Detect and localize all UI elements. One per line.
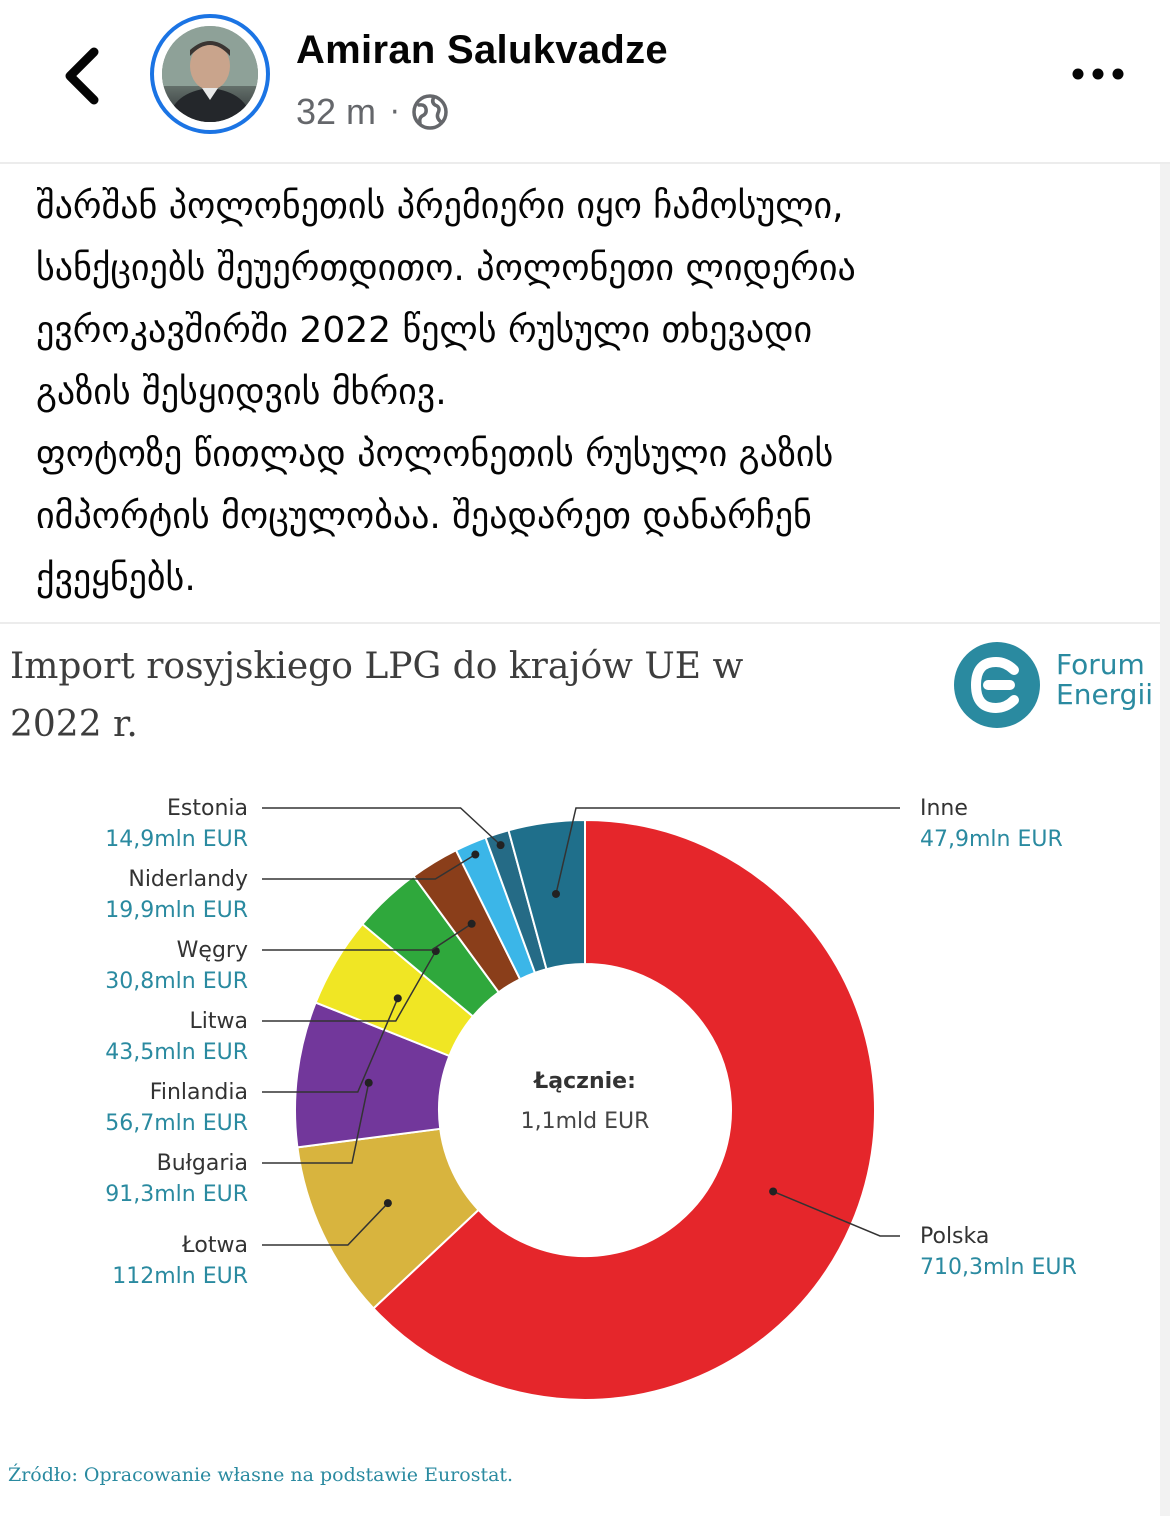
slice-value-2: 91,3mln EUR [105,1182,248,1207]
callout-2: Bułgaria 91,3mln EUR [105,1078,373,1207]
author-name[interactable]: Amiran Salukvadze [296,28,668,72]
chart-title: Import rosyjskiego LPG do krajów UE w 20… [10,638,860,754]
post-image[interactable]: Import rosyjskiego LPG do krajów UE w 20… [0,624,1170,1516]
chart-source: Źródło: Opracowanie własne na podstawie … [8,1464,514,1486]
donut-slice-0 [372,818,876,1401]
donut-slice-8 [507,818,586,971]
meta-separator: · [390,94,400,130]
slice-name-7: Estonia [167,796,248,821]
post-text-line: ქვეყნებს. [36,558,196,599]
slice-name-8: Inne [920,796,968,821]
logo-text: Forum Energii [1056,650,1153,710]
callout-5: Węgry 30,8mln EUR [105,919,476,994]
callout-1: Łotwa 112mln EUR [112,1199,392,1289]
avatar[interactable] [150,14,270,134]
chevron-left-icon [65,47,99,105]
logo-line: Forum [1056,648,1145,681]
slice-value-6: 19,9mln EUR [105,898,248,923]
donut-chart: Polska 710,3mln EUR Łotwa 112mln EUR Bułgari… [105,796,1077,1401]
forum-energii-logo: Forum Energii [952,640,1170,730]
slice-name-1: Łotwa [181,1233,248,1258]
callout-8: Inne 47,9mln EUR [551,796,1063,898]
slice-value-1: 112mln EUR [112,1264,248,1289]
header-divider [0,162,1170,164]
logo-line: Energii [1056,678,1154,711]
slice-value-0: 710,3mln EUR [920,1255,1077,1280]
slice-value-7: 14,9mln EUR [105,827,248,852]
callout-7: Estonia 14,9mln EUR [105,796,505,852]
slice-name-0: Polska [920,1224,989,1249]
post-text-line: სანქციებს შეუერთდითო. პოლონეთი ლიდერია [36,248,856,289]
post-time[interactable]: 32 m [296,91,377,132]
more-horizontal-icon [1072,68,1124,80]
slice-name-2: Bułgaria [157,1151,248,1176]
post-text-line: ევროკავშირში 2022 წელს რუსული თხევადი [36,310,813,351]
slice-value-3: 56,7mln EUR [105,1111,248,1136]
center-value: 1,1mld EUR [521,1109,650,1134]
slice-value-5: 30,8mln EUR [105,969,248,994]
globe-icon[interactable] [410,92,450,132]
post-text-line: გაზის შესყიდვის მხრივ. [36,372,447,413]
slice-name-5: Węgry [177,938,248,963]
post-meta: 32 m · [296,90,450,134]
slice-name-6: Niderlandy [128,867,248,892]
post-text-line: იმპორტის მოცულობაა. შეადარეთ დანარჩენ [36,496,812,537]
callout-3: Finlandia 56,7mln EUR [105,994,402,1136]
post-text-line: შარშან პოლონეთის პრემიერი იყო ჩამოსული, [36,186,844,227]
center-label: Łącznie: [533,1069,636,1094]
back-button[interactable] [52,40,116,112]
callout-6: Niderlandy 19,9mln EUR [105,850,480,923]
slice-name-3: Finlandia [150,1080,248,1105]
logo-mark-icon [954,642,1040,728]
chart-title-line: 2022 r. [10,704,138,745]
avatar-photo [162,26,258,122]
callout-4: Litwa 43,5mln EUR [105,947,440,1065]
post-header: Amiran Salukvadze 32 m · [0,0,1170,162]
content-divider [0,622,1170,624]
more-options-button[interactable] [1070,56,1126,92]
slice-name-4: Litwa [190,1009,248,1034]
scroll-edge [1160,164,1170,1516]
post-text: შარშან პოლონეთის პრემიერი იყო ჩამოსული, … [36,176,1136,610]
slice-value-8: 47,9mln EUR [920,827,1063,852]
slice-value-4: 43,5mln EUR [105,1040,248,1065]
post-text-line: ფოტოზე წითლად პოლონეთის რუსული გაზის [36,434,834,475]
callout-0: Polska 710,3mln EUR [769,1187,1077,1280]
chart-title-line: Import rosyjskiego LPG do krajów UE w [10,646,744,687]
